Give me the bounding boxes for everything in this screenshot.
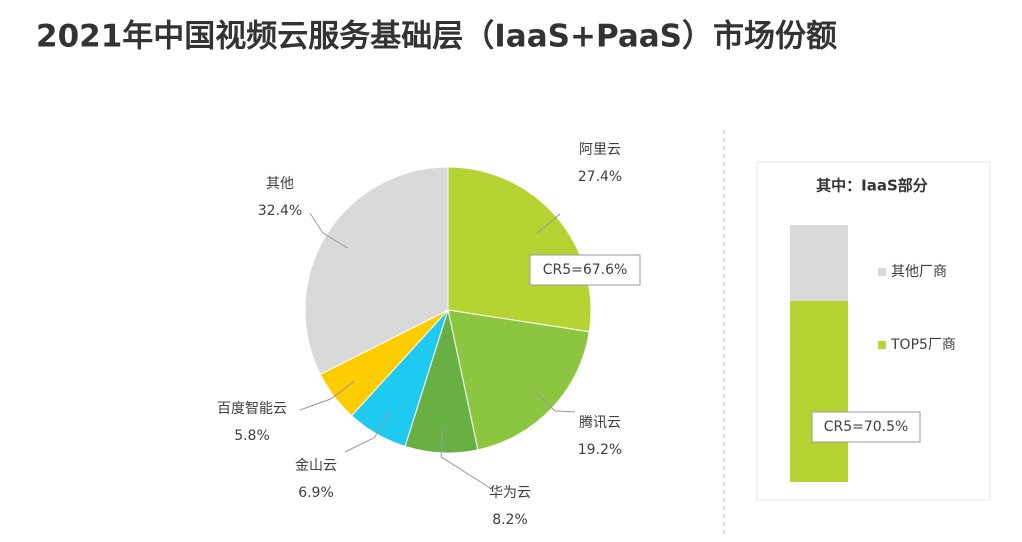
panel-title: 其中：IaaS部分 — [816, 177, 928, 195]
slice-value: 8.2% — [492, 512, 528, 528]
annotation: CR5=70.5% — [824, 419, 909, 435]
slice-label: 阿里云 — [579, 142, 621, 158]
leader-line — [440, 427, 491, 489]
slice-label: 腾讯云 — [579, 414, 621, 431]
slice-value: 19.2% — [578, 442, 622, 458]
slice-value: 32.4% — [258, 203, 302, 219]
annotation-box — [529, 254, 641, 286]
slice-value: 5.8% — [234, 428, 270, 444]
legend-swatch — [878, 341, 886, 349]
bar-segment — [790, 300, 848, 482]
legend-label: TOP5厂商 — [890, 337, 956, 353]
pie-slice — [447, 166, 592, 333]
leader-line — [537, 213, 561, 234]
main-title: 2021年中国视频云服务基础层（IaaS+PaaS）市场份额 — [36, 19, 837, 55]
annotation: CR5=67.6% — [543, 262, 628, 278]
annotation-box — [811, 411, 921, 443]
leader-line — [309, 212, 348, 249]
legend-label: 其他厂商 — [891, 264, 947, 280]
slice-value: 27.4% — [578, 169, 622, 185]
legend-swatch — [878, 268, 886, 276]
leader-line — [533, 390, 576, 413]
slice-label: 金山云 — [295, 458, 337, 474]
slice-label: 华为云 — [489, 485, 531, 501]
leader-line — [344, 412, 390, 453]
leader-line — [299, 380, 355, 411]
slice-value: 6.9% — [298, 485, 334, 501]
slice-label: 百度智能云 — [217, 401, 287, 417]
bar-segment — [790, 225, 848, 301]
slice-label: 其他 — [266, 176, 294, 192]
